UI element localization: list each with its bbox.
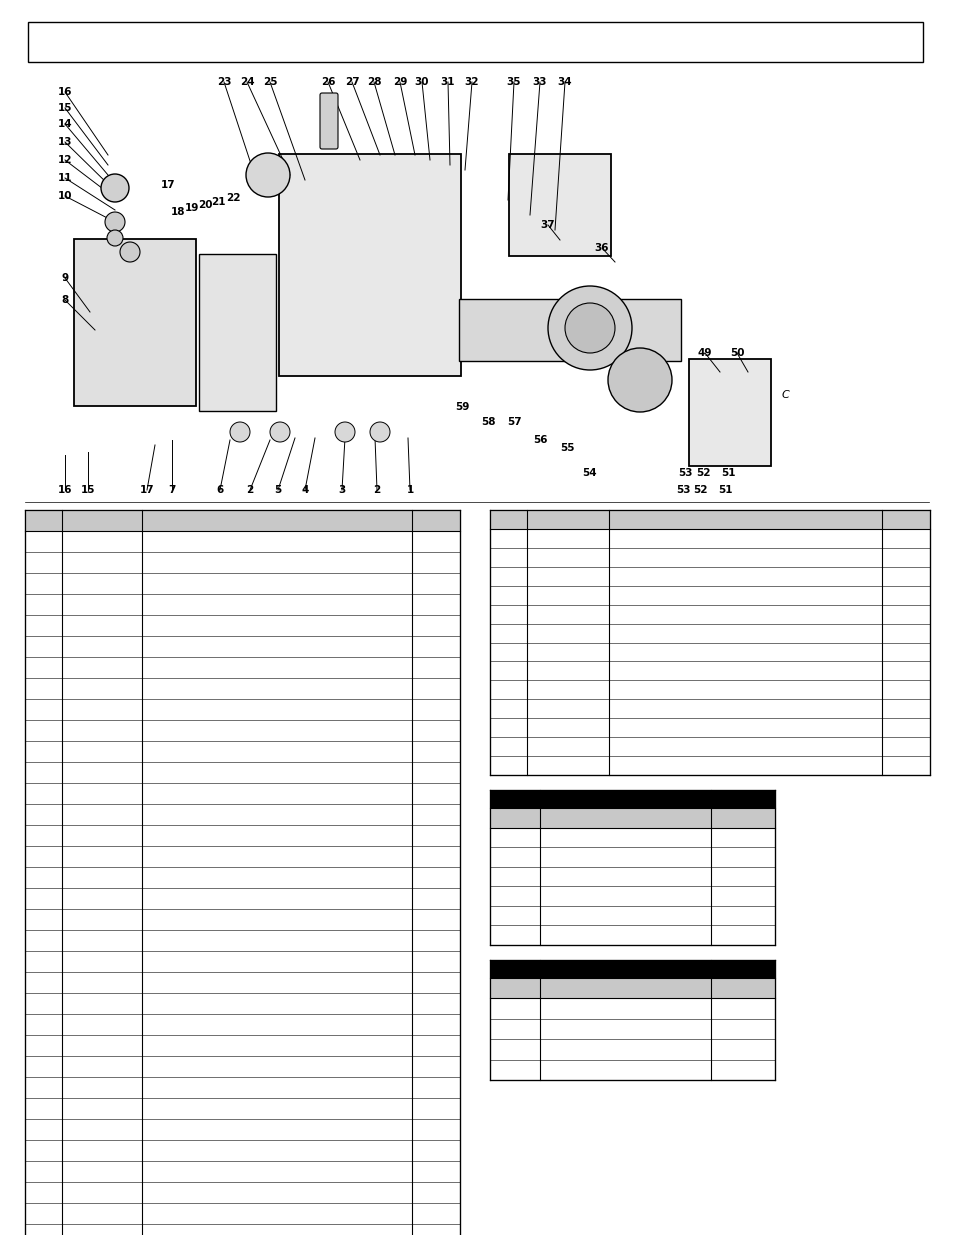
Text: 37: 37 — [540, 220, 555, 230]
Text: 2: 2 — [246, 485, 253, 495]
Text: 10: 10 — [58, 191, 72, 201]
Text: 25: 25 — [262, 77, 277, 86]
Text: 17: 17 — [139, 485, 154, 495]
Bar — [490, 790, 774, 808]
Text: 52: 52 — [692, 485, 706, 495]
Text: 22: 22 — [226, 193, 240, 203]
Text: 58: 58 — [480, 417, 495, 427]
Text: 23: 23 — [216, 77, 231, 86]
Bar — [490, 790, 774, 945]
Bar — [490, 510, 929, 529]
Circle shape — [230, 422, 250, 442]
Text: 35: 35 — [506, 77, 520, 86]
Text: 26: 26 — [320, 77, 335, 86]
Text: 13: 13 — [58, 137, 72, 147]
Text: 15: 15 — [81, 485, 95, 495]
Text: 29: 29 — [393, 77, 407, 86]
Text: 14: 14 — [57, 119, 72, 128]
Bar — [490, 978, 774, 998]
Text: 9: 9 — [61, 273, 69, 283]
Text: 52: 52 — [695, 468, 709, 478]
Bar — [25, 510, 459, 531]
Text: 34: 34 — [558, 77, 572, 86]
FancyBboxPatch shape — [278, 154, 460, 375]
Text: 21: 21 — [211, 198, 225, 207]
Circle shape — [370, 422, 390, 442]
FancyBboxPatch shape — [458, 299, 680, 361]
Text: 50: 50 — [729, 348, 743, 358]
Text: 33: 33 — [532, 77, 547, 86]
Text: 18: 18 — [171, 207, 185, 217]
Bar — [490, 960, 774, 978]
Bar — [490, 510, 929, 776]
Text: 59: 59 — [455, 403, 469, 412]
Text: 15: 15 — [58, 103, 72, 112]
Text: 3: 3 — [338, 485, 345, 495]
Text: 24: 24 — [239, 77, 254, 86]
Circle shape — [547, 287, 631, 370]
Text: 51: 51 — [720, 468, 735, 478]
Text: C: C — [781, 390, 788, 400]
FancyBboxPatch shape — [199, 254, 275, 411]
Bar — [490, 808, 774, 827]
Bar — [28, 22, 923, 62]
FancyBboxPatch shape — [509, 154, 610, 256]
Text: 31: 31 — [440, 77, 455, 86]
Circle shape — [107, 230, 123, 246]
Text: 7: 7 — [168, 485, 175, 495]
Circle shape — [105, 212, 125, 232]
Text: 55: 55 — [559, 443, 574, 453]
FancyBboxPatch shape — [74, 240, 195, 406]
Circle shape — [101, 174, 129, 203]
Text: 8: 8 — [61, 295, 69, 305]
Text: 16: 16 — [58, 485, 72, 495]
Circle shape — [607, 348, 671, 412]
Bar — [25, 510, 459, 1235]
Text: 53: 53 — [675, 485, 690, 495]
FancyBboxPatch shape — [688, 359, 770, 466]
Circle shape — [270, 422, 290, 442]
Text: 6: 6 — [216, 485, 223, 495]
Circle shape — [335, 422, 355, 442]
Text: 57: 57 — [507, 417, 521, 427]
Text: 51: 51 — [717, 485, 732, 495]
Text: 16: 16 — [58, 86, 72, 98]
Text: 20: 20 — [197, 200, 212, 210]
Text: 19: 19 — [185, 203, 199, 212]
Text: 5: 5 — [274, 485, 281, 495]
Text: 53: 53 — [677, 468, 692, 478]
Bar — [490, 960, 774, 1079]
Circle shape — [246, 153, 290, 198]
Circle shape — [120, 242, 140, 262]
Text: 4: 4 — [301, 485, 309, 495]
Text: 28: 28 — [366, 77, 381, 86]
Text: 12: 12 — [58, 156, 72, 165]
Circle shape — [564, 303, 615, 353]
Text: 36: 36 — [594, 243, 609, 253]
Text: 1: 1 — [406, 485, 414, 495]
Text: 32: 32 — [464, 77, 478, 86]
Text: 27: 27 — [344, 77, 359, 86]
Text: 54: 54 — [582, 468, 597, 478]
Text: 49: 49 — [697, 348, 712, 358]
Text: 2: 2 — [373, 485, 380, 495]
Text: 17: 17 — [160, 180, 175, 190]
Text: 11: 11 — [58, 173, 72, 183]
FancyBboxPatch shape — [319, 93, 337, 149]
Text: 56: 56 — [532, 435, 547, 445]
Text: 30: 30 — [415, 77, 429, 86]
